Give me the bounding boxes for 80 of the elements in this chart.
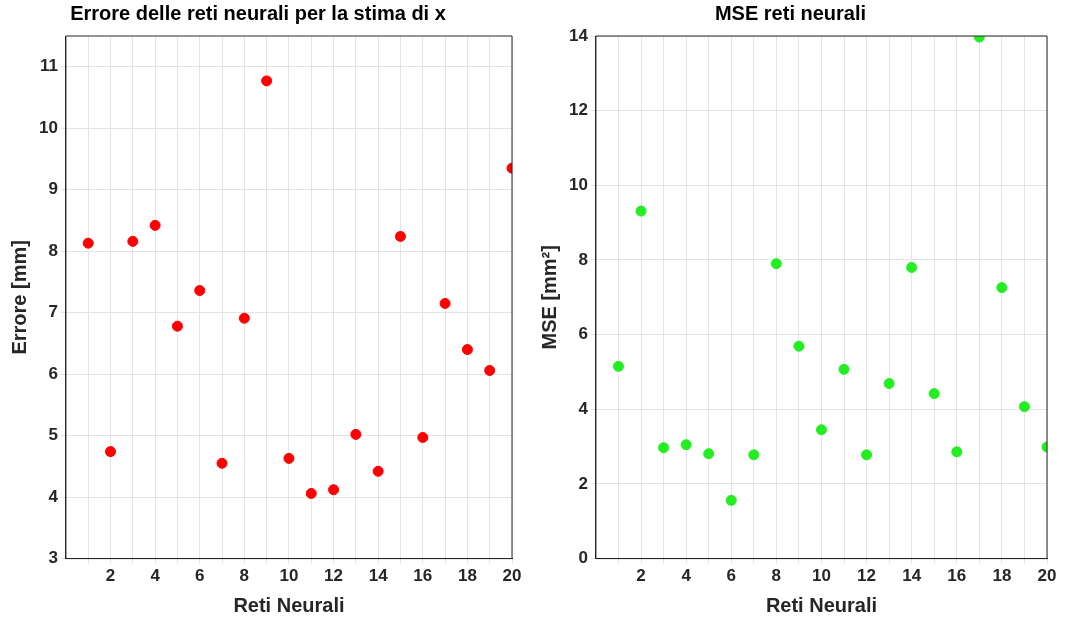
chart-title: Errore delle reti neurali per la stima di x: [70, 1, 446, 24]
point: [1018, 401, 1030, 413]
y-tick-label: 2: [578, 473, 588, 493]
point: [216, 457, 228, 469]
x-tick-label: 8: [239, 566, 250, 586]
point: [793, 340, 805, 352]
point: [328, 484, 340, 496]
point: [861, 449, 873, 461]
point: [350, 428, 362, 440]
point: [883, 378, 895, 390]
x-tick-label: 20: [1037, 566, 1057, 586]
point: [703, 448, 715, 460]
x-tick-label: 18: [992, 566, 1012, 586]
y-tick-label: 3: [48, 548, 58, 568]
point: [725, 494, 737, 506]
point: [815, 424, 827, 436]
x-tick-label: 4: [150, 566, 161, 586]
point: [194, 285, 206, 297]
point: [149, 219, 161, 231]
point: [238, 312, 250, 324]
point: [612, 360, 624, 372]
point: [461, 344, 473, 356]
y-tick-label: 0: [578, 548, 588, 568]
x-tick-label: 2: [105, 566, 116, 586]
point: [439, 297, 451, 309]
point: [770, 258, 782, 270]
y-tick-label: 10: [38, 117, 58, 137]
x-tick-label: 2: [636, 566, 646, 586]
y-tick-label: 10: [568, 175, 588, 194]
x-tick-label: 6: [726, 566, 736, 586]
point: [635, 205, 647, 217]
point: [305, 487, 317, 499]
point: [261, 75, 273, 87]
y-tick-label: 6: [578, 324, 588, 344]
x-tick-label: 20: [502, 566, 522, 586]
y-tick-label: 6: [48, 363, 58, 383]
point: [928, 388, 940, 400]
y-axis-title: MSE [mm²]: [537, 245, 560, 350]
x-tick-label: 10: [279, 566, 299, 586]
chart-title: MSE reti neurali: [714, 1, 867, 24]
x-tick-label: 4: [681, 566, 692, 586]
point: [372, 465, 384, 477]
y-tick-label: 14: [568, 25, 589, 45]
y-tick-label: 4: [48, 486, 59, 506]
point: [394, 230, 406, 242]
y-axis-title: Errore [mm]: [7, 240, 30, 355]
point: [127, 235, 139, 247]
x-axis-title: Reti Neurali: [765, 593, 878, 616]
y-tick-label: 11: [39, 56, 58, 76]
x-tick-label: 18: [457, 566, 477, 586]
y-tick-label: 12: [568, 100, 588, 120]
point: [680, 439, 692, 451]
point: [82, 237, 94, 249]
y-tick-label: 5: [48, 425, 58, 445]
point: [906, 261, 918, 273]
x-tick-label: 16: [413, 566, 433, 586]
point: [996, 282, 1008, 294]
point: [838, 363, 850, 375]
x-tick-label: 10: [811, 566, 831, 586]
x-tick-label: 12: [324, 566, 344, 586]
point: [658, 442, 670, 454]
point: [417, 431, 429, 443]
x-axis-title: Reti Neurali: [233, 593, 345, 616]
x-tick-label: 14: [368, 566, 389, 586]
x-tick-label: 14: [902, 566, 922, 586]
x-tick-label: 6: [195, 566, 205, 586]
point: [748, 449, 760, 461]
x-tick-label: 16: [947, 566, 967, 586]
y-tick-label: 9: [48, 179, 58, 199]
y-tick-label: 8: [48, 240, 58, 260]
x-tick-label: 8: [771, 566, 782, 586]
y-tick-label: 8: [578, 249, 588, 269]
point: [105, 446, 117, 458]
x-tick-label: 12: [857, 566, 877, 586]
y-tick-label: 4: [578, 398, 589, 418]
point: [171, 320, 183, 332]
point: [951, 446, 963, 458]
point: [283, 452, 295, 464]
point: [484, 364, 496, 376]
y-tick-label: 7: [48, 302, 58, 322]
